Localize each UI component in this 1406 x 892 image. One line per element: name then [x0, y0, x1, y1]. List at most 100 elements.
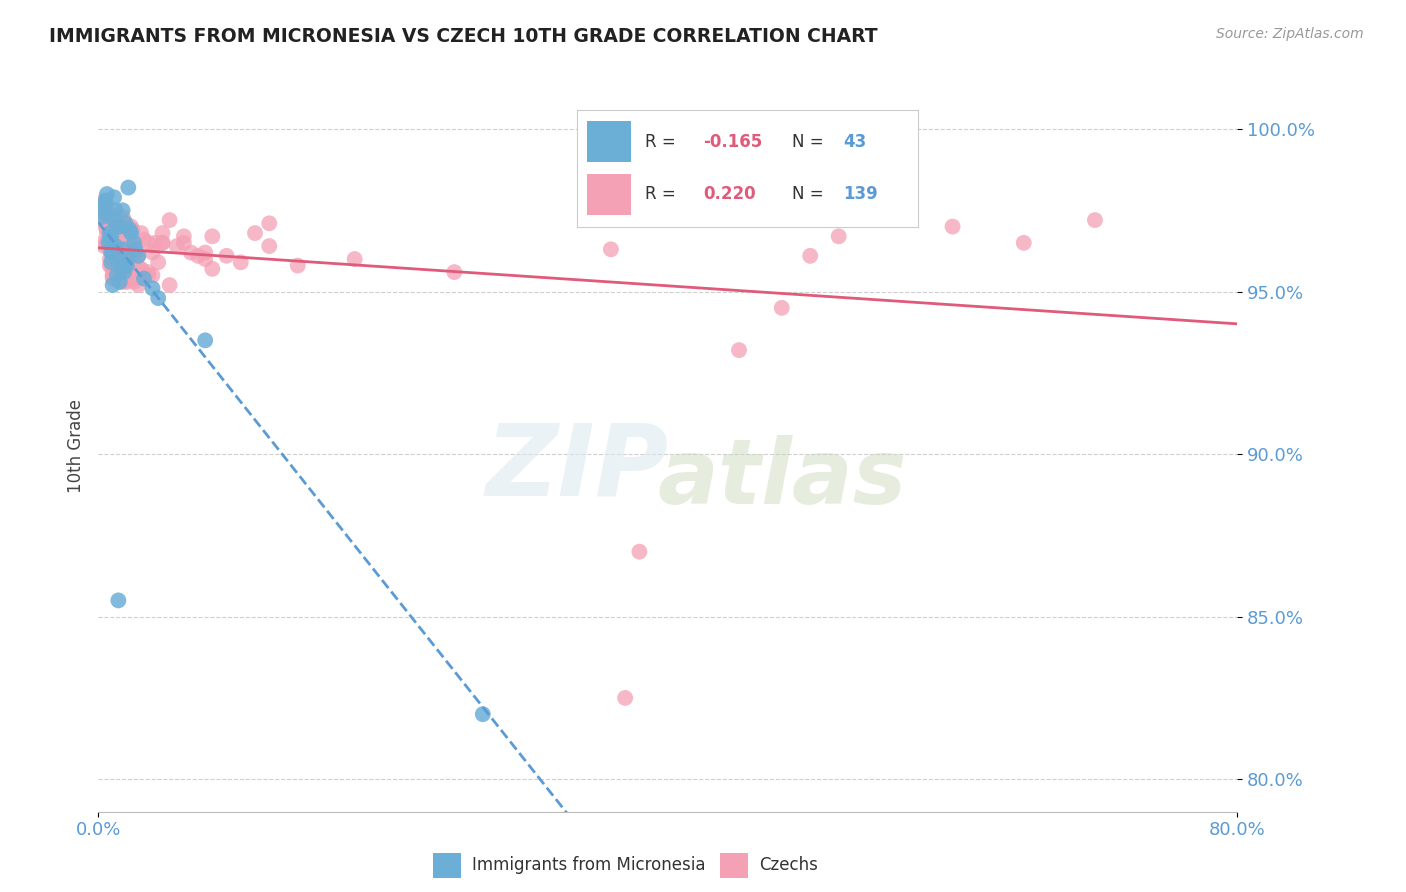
Point: [112, 213, 135, 227]
Point: [141, 268, 163, 283]
Point: [180, 245, 202, 260]
Point: [259, 239, 281, 253]
Point: [127, 249, 149, 263]
Point: [103, 216, 125, 230]
Point: [114, 271, 136, 285]
Point: [97, 213, 120, 227]
Point: [100, 226, 122, 240]
Point: [471, 707, 494, 722]
Point: [96, 226, 118, 240]
Point: [115, 261, 138, 276]
Point: [132, 233, 155, 247]
Point: [173, 235, 195, 250]
Point: [111, 261, 134, 276]
Point: [145, 235, 167, 250]
Point: [96, 206, 118, 220]
Point: [136, 265, 159, 279]
Point: [94, 206, 117, 220]
Point: [118, 223, 141, 237]
Point: [108, 268, 131, 283]
Point: [215, 249, 238, 263]
Point: [117, 180, 139, 194]
Point: [111, 223, 134, 237]
Point: [259, 216, 281, 230]
Point: [104, 265, 127, 279]
Point: [107, 255, 129, 269]
Point: [103, 190, 125, 204]
Point: [114, 229, 136, 244]
Point: [112, 252, 135, 266]
Point: [101, 268, 124, 283]
Point: [136, 268, 159, 283]
Point: [114, 219, 136, 234]
Point: [96, 203, 118, 218]
Point: [100, 229, 122, 244]
Text: IMMIGRANTS FROM MICRONESIA VS CZECH 10TH GRADE CORRELATION CHART: IMMIGRANTS FROM MICRONESIA VS CZECH 10TH…: [49, 27, 877, 45]
Point: [94, 194, 117, 208]
Point: [127, 249, 149, 263]
Point: [201, 261, 224, 276]
Point: [194, 245, 217, 260]
Text: Source: ZipAtlas.com: Source: ZipAtlas.com: [1216, 27, 1364, 41]
Point: [101, 278, 124, 293]
Point: [201, 229, 224, 244]
Point: [94, 210, 117, 224]
Point: [129, 226, 152, 240]
Point: [94, 206, 117, 220]
Point: [98, 219, 121, 234]
Point: [942, 219, 965, 234]
Point: [104, 239, 127, 253]
Point: [685, 210, 707, 224]
Point: [129, 261, 152, 276]
Point: [105, 223, 128, 237]
Point: [122, 239, 145, 253]
Point: [159, 213, 181, 227]
Point: [91, 235, 114, 250]
Point: [132, 271, 155, 285]
Point: [98, 233, 121, 247]
Point: [692, 203, 714, 218]
Point: [148, 291, 170, 305]
Point: [111, 203, 134, 218]
Point: [728, 343, 751, 357]
Point: [98, 243, 121, 257]
Point: [105, 233, 128, 247]
Point: [194, 252, 217, 266]
Point: [194, 334, 217, 348]
Point: [112, 275, 135, 289]
Point: [287, 259, 309, 273]
Point: [120, 223, 142, 237]
Point: [141, 245, 163, 260]
Point: [121, 249, 143, 263]
Point: [343, 252, 366, 266]
Point: [136, 235, 159, 250]
Point: [152, 226, 174, 240]
Point: [96, 187, 118, 202]
Point: [93, 194, 115, 208]
Point: [97, 233, 120, 247]
Point: [100, 243, 122, 257]
Point: [100, 219, 122, 234]
Point: [124, 255, 146, 269]
Point: [101, 271, 124, 285]
Point: [104, 259, 127, 273]
Point: [110, 243, 132, 257]
Point: [93, 203, 115, 218]
Point: [108, 226, 131, 240]
Point: [96, 219, 118, 234]
Point: [100, 245, 122, 260]
Point: [122, 275, 145, 289]
Point: [770, 301, 793, 315]
Point: [243, 226, 266, 240]
Point: [229, 255, 252, 269]
Text: atlas: atlas: [657, 435, 907, 523]
Point: [111, 243, 134, 257]
Point: [115, 252, 138, 266]
Bar: [720, 853, 748, 878]
Point: [120, 219, 142, 234]
Point: [108, 219, 131, 234]
Text: ZIP: ZIP: [485, 419, 668, 516]
Bar: [433, 853, 461, 878]
Point: [141, 281, 163, 295]
Point: [104, 245, 127, 260]
